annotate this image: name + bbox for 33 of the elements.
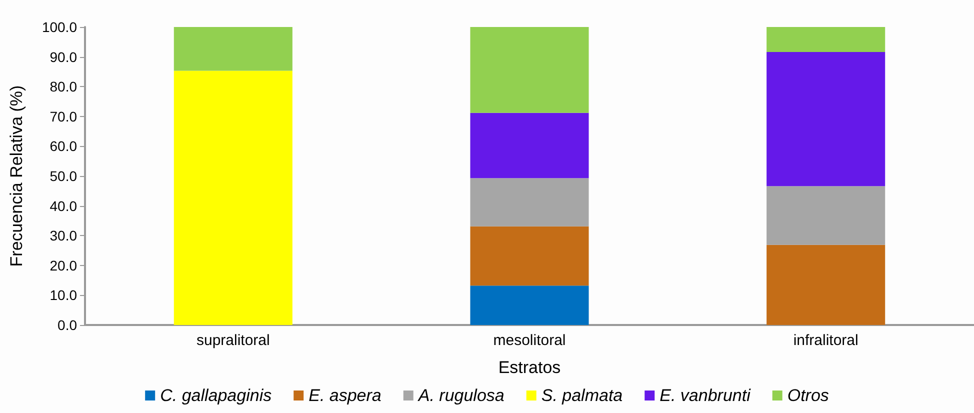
bar xyxy=(766,52,886,186)
bar xyxy=(470,226,589,286)
legend-label: A. rugulosa xyxy=(417,386,504,405)
bar xyxy=(766,186,886,245)
y-tick-label: 60.0 xyxy=(50,138,78,154)
bar xyxy=(470,27,589,113)
x-axis-title: Estratos xyxy=(498,358,561,377)
x-tick-label: infralitoral xyxy=(793,332,858,349)
legend-label: E. vanbrunti xyxy=(660,386,752,405)
bar xyxy=(174,27,292,71)
bar xyxy=(766,27,886,52)
y-axis-title: Frecuencia Relativa (%) xyxy=(7,85,26,267)
y-tick-label: 40.0 xyxy=(50,198,78,214)
bar xyxy=(470,286,589,325)
y-tick-label: 30.0 xyxy=(50,228,78,244)
bar xyxy=(766,244,886,325)
x-tick-label: supralitoral xyxy=(196,332,270,349)
y-tick-label: 70.0 xyxy=(50,108,78,124)
y-tick-label: 20.0 xyxy=(50,257,78,274)
legend-label: E. aspera xyxy=(308,386,382,405)
y-tick-label: 0.0 xyxy=(58,317,78,333)
legend-label: S. palmata xyxy=(541,386,623,405)
y-tick-label: 90.0 xyxy=(50,48,78,65)
y-tick-label: 80.0 xyxy=(50,78,78,95)
bar xyxy=(470,178,589,226)
bar xyxy=(174,70,292,325)
legend-label: C. gallapaginis xyxy=(160,386,272,405)
y-tick-label: 100.0 xyxy=(42,19,78,35)
y-tick-label: 10.0 xyxy=(50,287,78,304)
legend-label: Otros xyxy=(787,386,830,405)
x-tick-label: mesolitoral xyxy=(493,332,566,349)
bar xyxy=(470,112,589,178)
y-tick-label: 50.0 xyxy=(50,168,78,184)
